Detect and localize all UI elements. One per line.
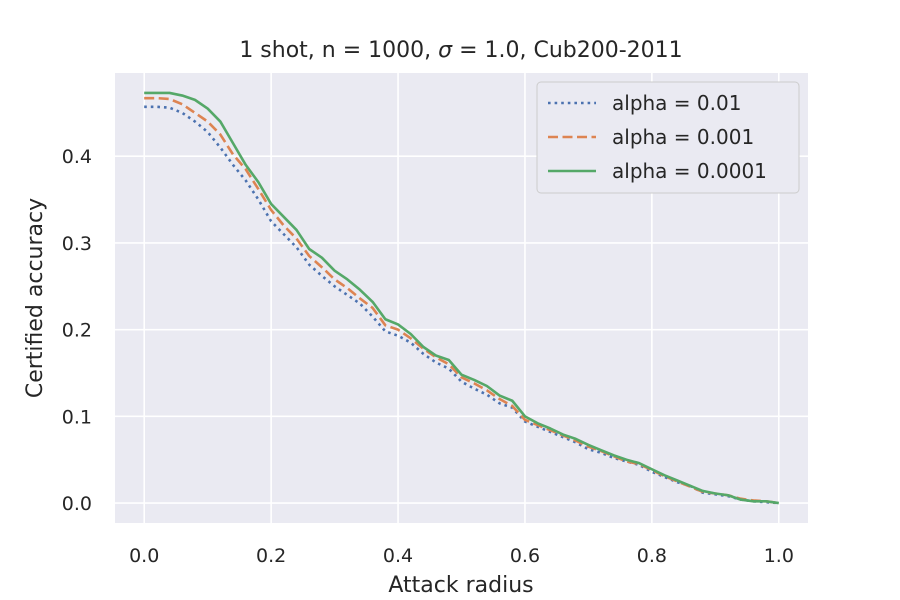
x-gridlines	[143, 73, 780, 523]
y-axis-label: Certified accuracy	[23, 198, 48, 398]
x-axis-label: Attack radius	[388, 573, 533, 598]
y-tick-labels: 0.0 0.1 0.2 0.3 0.4	[62, 146, 92, 515]
legend: alpha = 0.01 alpha = 0.001 alpha = 0.0001	[536, 81, 800, 194]
chart-title: 1 shot, n = 1000, σ = 1.0, Cub200-2011	[239, 38, 682, 63]
x-tick-label: 0.4	[383, 545, 413, 567]
legend-items: alpha = 0.01 alpha = 0.001 alpha = 0.0001	[548, 91, 767, 183]
legend-label: alpha = 0.0001	[612, 159, 767, 183]
x-tick-labels: 0.0 0.2 0.4 0.6 0.8 1.0	[129, 545, 794, 567]
series-lines	[144, 91, 779, 505]
y-tick-label: 0.0	[62, 493, 92, 515]
x-tick-label: 0.0	[129, 545, 159, 567]
legend-label: alpha = 0.001	[612, 125, 754, 149]
chart-title-suffix: = 1.0, Cub200-2011	[452, 38, 683, 63]
y-tick-label: 0.1	[62, 406, 92, 428]
x-tick-label: 0.6	[510, 545, 540, 567]
legend-box	[536, 81, 800, 194]
x-tick-label: 1.0	[764, 545, 794, 567]
y-tick-label: 0.3	[62, 233, 92, 255]
legend-label: alpha = 0.01	[612, 91, 741, 115]
y-tick-label: 0.4	[62, 146, 92, 168]
chart-title-prefix: 1 shot, n = 1000,	[239, 38, 438, 63]
series-line	[144, 91, 779, 505]
y-tick-label: 0.2	[62, 320, 92, 342]
chart-title-symbol: σ	[438, 38, 453, 63]
x-tick-label: 0.2	[256, 545, 286, 567]
x-tick-label: 0.8	[637, 545, 667, 567]
